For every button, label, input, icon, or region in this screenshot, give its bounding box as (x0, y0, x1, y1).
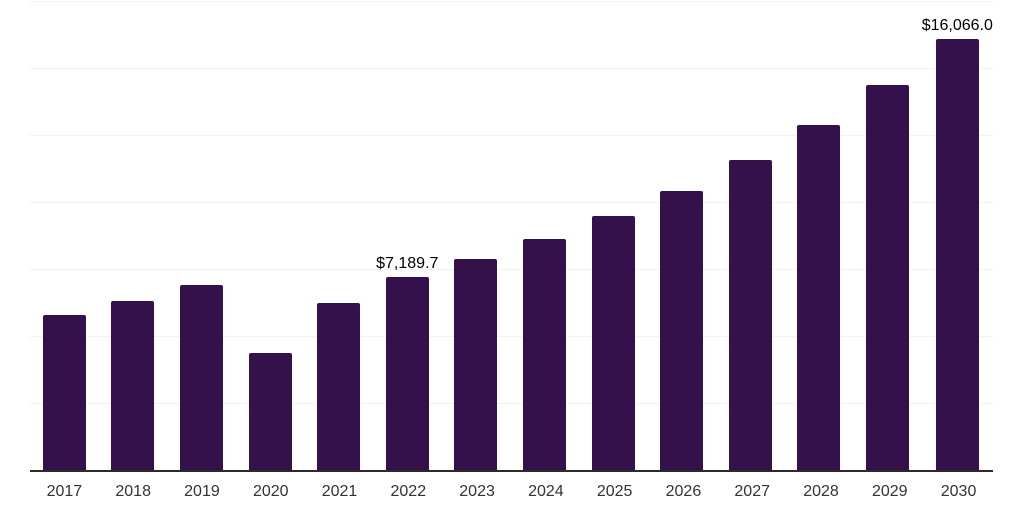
bar-2022 (385, 277, 429, 470)
bar-2020 (248, 352, 292, 470)
bar-slot-2025 (579, 1, 648, 470)
gridline (30, 336, 993, 338)
bar-slot-2022: $7,189.7 (373, 1, 442, 470)
x-tick-label-2017: 2017 (46, 483, 83, 500)
x-tick-label-2026: 2026 (665, 483, 702, 500)
bar-slot-2028 (785, 1, 854, 470)
bar-slot-2030: $16,066.0 (922, 1, 993, 470)
bar-2018 (111, 301, 155, 470)
bar-value-label-2022: $7,189.7 (376, 255, 439, 273)
gridline (30, 403, 993, 405)
x-tick-label-2018: 2018 (115, 483, 151, 500)
bar-slot-2019 (167, 1, 236, 470)
gridline (30, 202, 993, 204)
x-tick-label-2019: 2019 (184, 483, 220, 500)
bar-2026 (660, 190, 704, 470)
bar-slot-2023 (442, 1, 511, 470)
plot-area: $7,189.7 $16,066.0 (30, 1, 993, 470)
bar-slot-2021 (304, 1, 373, 470)
x-tick-label-2028: 2028 (803, 483, 839, 500)
bar-2024 (522, 239, 566, 470)
x-axis-line (30, 470, 993, 472)
bar-2021 (317, 303, 361, 470)
bar-slot-2018 (99, 1, 168, 470)
bar-2029 (865, 84, 909, 470)
x-tick-label-2021: 2021 (321, 483, 358, 500)
bars-container: $7,189.7 $16,066.0 (30, 1, 993, 470)
x-tick-label-2022: 2022 (390, 483, 427, 500)
bar-value-label-2030: $16,066.0 (921, 17, 993, 35)
bar-2023 (454, 259, 498, 470)
bar-slot-2017 (30, 1, 99, 470)
bar-2025 (591, 215, 635, 470)
x-axis-labels: 2017 2018 2019 2020 2021 2022 2023 2024 2025 2026… (30, 483, 993, 501)
bar-2017 (42, 315, 86, 470)
bar-slot-2026 (647, 1, 716, 470)
gridline (30, 269, 993, 270)
gridline (30, 1, 993, 2)
x-tick-label-2024: 2024 (528, 483, 564, 500)
bar-slot-2024 (510, 1, 579, 470)
bar-slot-2029 (853, 1, 922, 470)
x-tick-label-2029: 2029 (871, 483, 908, 500)
bar-slot-2027 (716, 1, 785, 470)
bar-2030 (935, 39, 979, 470)
bar-slot-2020 (236, 1, 305, 470)
bar-2027 (728, 159, 772, 470)
bar-2028 (797, 125, 841, 470)
x-tick-label-2030: 2030 (940, 483, 977, 500)
x-tick-label-2025: 2025 (596, 483, 633, 500)
x-tick-label-2027: 2027 (734, 483, 770, 500)
gridline (30, 135, 993, 136)
x-tick-label-2023: 2023 (459, 483, 495, 500)
x-tick-label-2020: 2020 (252, 483, 289, 500)
gridline (30, 68, 993, 69)
bar-2019 (179, 285, 223, 470)
